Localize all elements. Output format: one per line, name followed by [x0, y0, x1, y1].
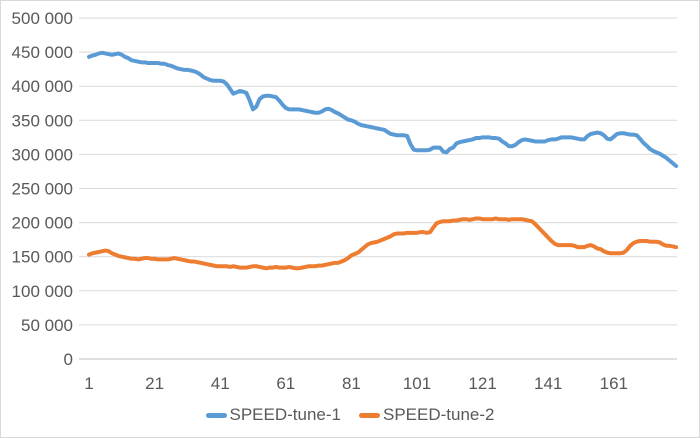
legend-label-speed-tune-2: SPEED-tune-2: [383, 405, 495, 424]
x-axis-tick-label: 121: [468, 374, 496, 393]
legend-item-speed-tune-2[interactable]: SPEED-tune-2: [359, 404, 495, 426]
y-axis-tick-label: 200 000: [12, 214, 73, 233]
x-axis-tick-label: 21: [145, 374, 164, 393]
x-axis-tick-label: 1: [84, 374, 93, 393]
legend: SPEED-tune-1 SPEED-tune-2: [1, 404, 699, 426]
x-axis-tick-label: 101: [403, 374, 431, 393]
x-axis-tick-label: 61: [276, 374, 295, 393]
legend-label-speed-tune-1: SPEED-tune-1: [229, 405, 342, 424]
y-axis-tick-label: 100 000: [12, 282, 73, 301]
series-line-speed-tune-1: [87, 50, 679, 168]
legend-marker-speed-tune-1-icon: [205, 412, 227, 418]
y-axis-tick-label: 0: [64, 350, 73, 369]
y-axis-tick-label: 250 000: [12, 180, 73, 199]
legend-marker-speed-tune-2-icon: [359, 412, 380, 418]
y-axis-tick-label: 450 000: [12, 43, 73, 62]
y-axis-tick-label: 500 000: [12, 9, 73, 28]
x-axis-tick-label: 161: [600, 374, 628, 393]
series-line-speed-tune-2: [87, 216, 679, 271]
y-axis-tick-label: 400 000: [12, 77, 73, 96]
y-axis-tick-label: 50 000: [21, 316, 73, 335]
legend-item-speed-tune-1[interactable]: SPEED-tune-1: [205, 404, 342, 426]
y-axis-tick-label: 300 000: [12, 145, 73, 164]
x-axis-tick-label: 81: [342, 374, 361, 393]
x-axis-tick-label: 141: [534, 374, 562, 393]
x-axis-tick-label: 41: [211, 374, 230, 393]
y-axis-tick-label: 350 000: [12, 111, 73, 130]
y-axis-tick-label: 150 000: [12, 248, 73, 267]
